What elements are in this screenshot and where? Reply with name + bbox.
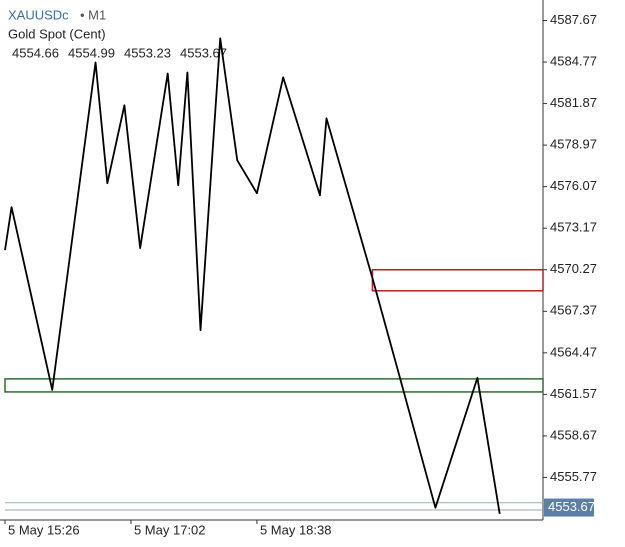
timeframe: • M1: [80, 7, 106, 22]
price-line-series: [4, 37, 501, 514]
x-tick-label: 5 May 17:02: [134, 522, 206, 537]
zone: [4, 378, 544, 393]
y-tick-label: 4578.97: [550, 137, 597, 152]
subtitle: Gold Spot (Cent): [8, 26, 106, 41]
y-tick-label: 4570.27: [550, 261, 597, 276]
y-tick-label: 4576.07: [550, 178, 597, 193]
ohlc-value: 4553.67: [180, 45, 227, 60]
y-tick-label: 4564.47: [550, 344, 597, 359]
y-tick-label: 4555.77: [550, 469, 597, 484]
symbol: XAUUSDc: [8, 7, 69, 22]
ohlc-value: 4554.66: [12, 45, 59, 60]
y-tick-label: 4573.17: [550, 220, 597, 235]
ohlc-value: 4553.23: [124, 45, 171, 60]
y-tick-label: 4567.37: [550, 303, 597, 318]
last-price-label: 4553.67: [548, 499, 595, 514]
last-price-box: [544, 498, 594, 517]
y-tick-label: 4587.67: [550, 12, 597, 27]
y-tick-label: 4584.77: [550, 53, 597, 68]
y-tick-label: 4581.87: [550, 95, 597, 110]
x-tick-label: 5 May 15:26: [8, 522, 80, 537]
y-tick-label: 4561.57: [550, 386, 597, 401]
y-tick-label: 4558.67: [550, 427, 597, 442]
ohlc-value: 4554.99: [68, 45, 115, 60]
x-tick-label: 5 May 18:38: [260, 522, 332, 537]
